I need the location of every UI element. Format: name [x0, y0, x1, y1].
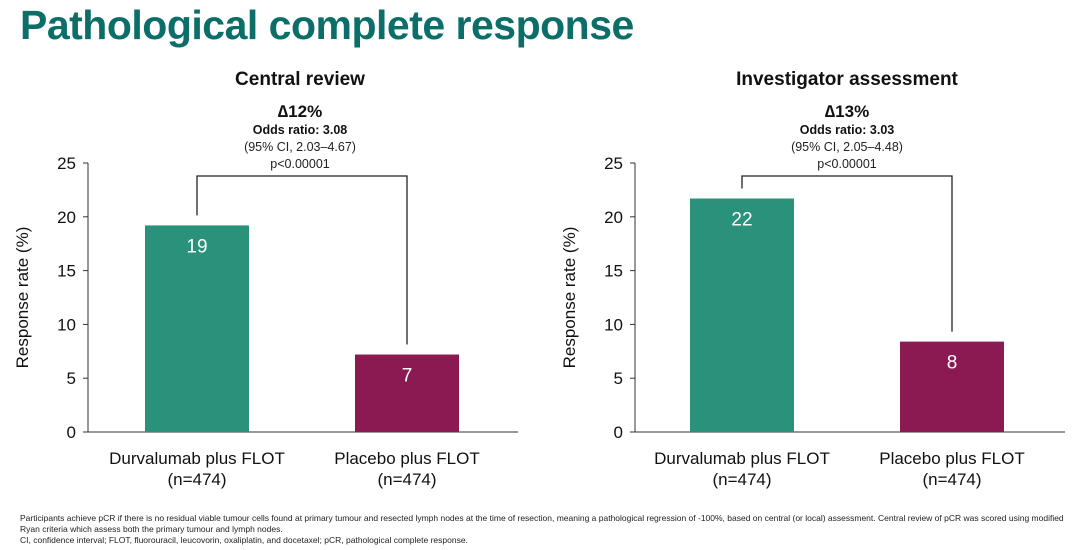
x-tick-label: Placebo plus FLOT	[879, 449, 1025, 468]
footnote-definition: Participants achieve pCR if there is no …	[20, 513, 1064, 534]
confidence-interval: (95% CI, 2.05–4.48)	[791, 140, 903, 154]
y-tick-label: 25	[604, 154, 623, 173]
odds-ratio: Odds ratio: 3.08	[253, 123, 348, 137]
bar-value-label: 8	[947, 353, 958, 374]
y-axis-label: Response rate (%)	[560, 227, 579, 369]
x-tick-n: (n=474)	[167, 470, 226, 489]
bar-value-label: 7	[402, 366, 413, 387]
confidence-interval: (95% CI, 2.03–4.67)	[244, 140, 356, 154]
bar-value-label: 19	[186, 236, 207, 257]
p-value: p<0.00001	[270, 157, 329, 171]
footnotes: Participants achieve pCR if there is no …	[20, 513, 1070, 546]
footnote-abbreviations: CI, confidence interval; FLOT, fluoroura…	[20, 535, 468, 545]
y-tick-label: 10	[57, 315, 76, 334]
x-tick-label: Durvalumab plus FLOT	[109, 449, 285, 468]
odds-ratio: Odds ratio: 3.03	[800, 123, 895, 137]
y-tick-label: 5	[614, 369, 623, 388]
y-tick-label: 25	[57, 154, 76, 173]
x-tick-label: Placebo plus FLOT	[334, 449, 480, 468]
x-tick-label: Durvalumab plus FLOT	[654, 449, 830, 468]
bar-placebo	[355, 354, 459, 432]
chart-title: Central review	[235, 69, 365, 90]
y-tick-label: 0	[614, 423, 623, 442]
page-title: Pathological complete response	[20, 2, 634, 48]
x-tick-n: (n=474)	[712, 470, 771, 489]
y-tick-label: 5	[67, 369, 76, 388]
significance-bracket	[196, 175, 408, 345]
chart-title: Investigator assessment	[736, 69, 958, 90]
bar-durvalumab	[690, 198, 794, 432]
delta-label: ∆13%	[825, 102, 869, 121]
y-tick-label: 10	[604, 315, 623, 334]
significance-bracket	[741, 175, 953, 332]
p-value: p<0.00001	[817, 157, 876, 171]
y-axis-label: Response rate (%)	[13, 227, 32, 369]
y-tick-label: 15	[57, 262, 76, 281]
bar-durvalumab	[145, 225, 249, 432]
bar-placebo	[900, 341, 1004, 432]
y-tick-label: 0	[67, 423, 76, 442]
y-tick-label: 20	[604, 208, 623, 227]
x-tick-n: (n=474)	[922, 470, 981, 489]
x-tick-n: (n=474)	[377, 470, 436, 489]
y-tick-label: 15	[604, 262, 623, 281]
delta-label: ∆12%	[278, 102, 322, 121]
y-tick-label: 20	[57, 208, 76, 227]
bar-value-label: 22	[731, 210, 752, 231]
